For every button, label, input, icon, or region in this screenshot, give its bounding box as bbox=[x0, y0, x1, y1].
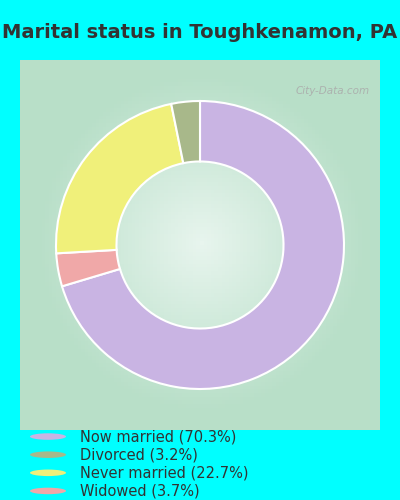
Circle shape bbox=[30, 470, 66, 476]
Text: Divorced (3.2%): Divorced (3.2%) bbox=[80, 447, 198, 462]
Circle shape bbox=[30, 488, 66, 494]
Text: Widowed (3.7%): Widowed (3.7%) bbox=[80, 484, 200, 498]
Circle shape bbox=[30, 452, 66, 458]
Text: Never married (22.7%): Never married (22.7%) bbox=[80, 466, 248, 480]
Text: Now married (70.3%): Now married (70.3%) bbox=[80, 429, 236, 444]
Text: City-Data.com: City-Data.com bbox=[295, 86, 369, 96]
Text: Marital status in Toughkenamon, PA: Marital status in Toughkenamon, PA bbox=[2, 22, 398, 42]
Wedge shape bbox=[56, 104, 183, 254]
Wedge shape bbox=[171, 101, 200, 163]
Wedge shape bbox=[56, 250, 120, 286]
Circle shape bbox=[30, 434, 66, 440]
Wedge shape bbox=[62, 101, 344, 389]
